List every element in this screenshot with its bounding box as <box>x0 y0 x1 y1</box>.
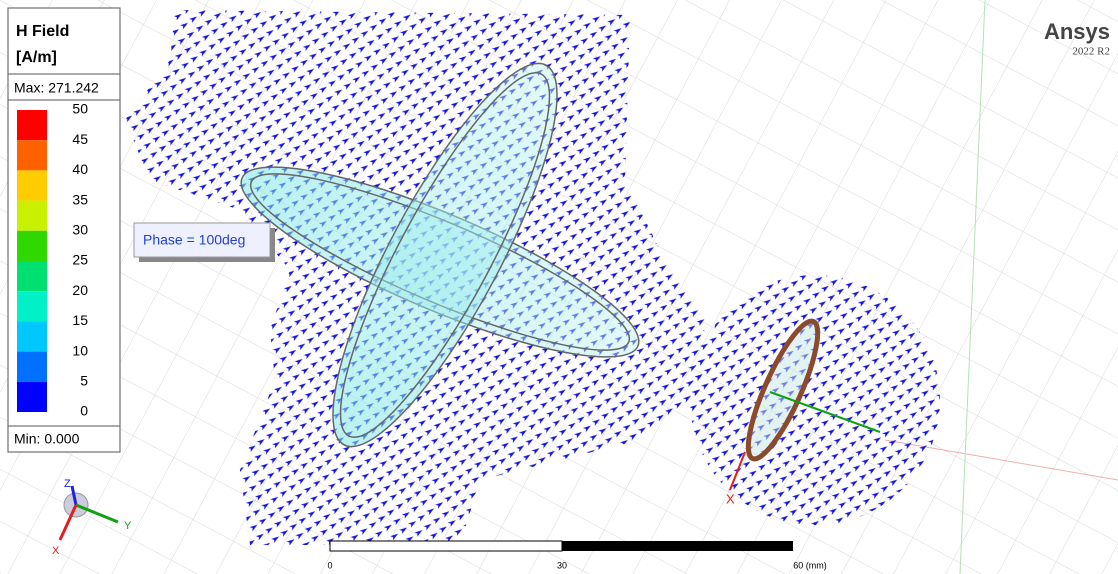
level-label: 20 <box>72 282 88 298</box>
color-swatch <box>17 201 47 231</box>
scale-label: 60 (mm) <box>793 560 827 570</box>
legend-min: Min: 0.000 <box>14 431 80 447</box>
level-label: 15 <box>72 312 88 328</box>
scale-segment <box>562 541 793 551</box>
level-label: 10 <box>72 342 88 358</box>
color-swatch <box>17 261 47 291</box>
color-swatch <box>17 140 47 170</box>
level-label: 0 <box>80 403 88 419</box>
legend-max: Max: 271.242 <box>14 80 99 96</box>
triad-label: Y <box>124 520 132 532</box>
legend: H Field [A/m] Max: 271.242 5045403530252… <box>8 8 120 452</box>
level-label: 30 <box>72 222 88 238</box>
color-swatch <box>17 352 47 382</box>
color-swatch <box>17 231 47 261</box>
phase-label: Phase = 100deg <box>143 232 245 248</box>
level-label: 5 <box>80 373 88 389</box>
legend-unit: [A/m] <box>16 49 57 66</box>
color-swatch <box>17 170 47 200</box>
axis-label: X <box>726 491 735 506</box>
field-region <box>690 275 940 525</box>
level-label: 50 <box>72 101 88 117</box>
level-label: 45 <box>72 131 88 147</box>
viewport: X H Field [A/m] Max: 271.242 50454035302… <box>0 0 1118 574</box>
level-label: 40 <box>72 161 88 177</box>
color-swatch <box>17 321 47 351</box>
color-swatch <box>17 110 47 140</box>
color-swatch <box>17 291 47 321</box>
phase-box: Phase = 100deg <box>134 223 275 262</box>
triad-label: X <box>52 545 60 557</box>
triad-label: Z <box>64 478 71 490</box>
legend-title: H Field <box>16 23 69 40</box>
scale-segment <box>330 541 562 551</box>
level-label: 35 <box>72 191 88 207</box>
level-label: 25 <box>72 252 88 268</box>
brand-name: Ansys <box>1044 19 1110 44</box>
brand-version: 2022 R2 <box>1072 46 1110 58</box>
scale-label: 30 <box>557 560 567 570</box>
color-swatch <box>17 382 47 412</box>
scale-label: 0 <box>327 560 332 570</box>
